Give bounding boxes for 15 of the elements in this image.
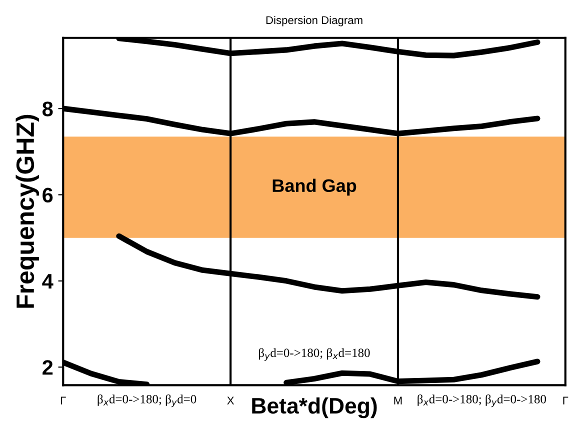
y-tick-label: 2: [42, 360, 53, 375]
x-axis-title: Beta*d(Deg): [252, 397, 377, 418]
text: β$_{x}$d=0->180; β$_{y}$d=0->180: [418, 394, 546, 408]
x-tick-label: X: [227, 396, 234, 404]
x-tick-label: M: [394, 396, 402, 404]
x-tick-label: Γ: [60, 396, 66, 404]
y-tick-label: 6: [42, 188, 53, 202]
y-tick-label: 8: [42, 102, 53, 116]
annotation: β$_{y}$d=0->180; β$_{x}$d=180: [258, 348, 370, 361]
y-axis-title: Frequency(GHZ): [16, 114, 40, 308]
x-tick-label: Γ: [563, 396, 568, 404]
chart-title: Dispersion Diagram: [266, 16, 362, 26]
text: β$_{x}$d=0->180; β$_{y}$d=0: [98, 394, 196, 408]
band-label: Band Gap: [272, 178, 356, 196]
y-tick-label: 4: [42, 274, 54, 288]
